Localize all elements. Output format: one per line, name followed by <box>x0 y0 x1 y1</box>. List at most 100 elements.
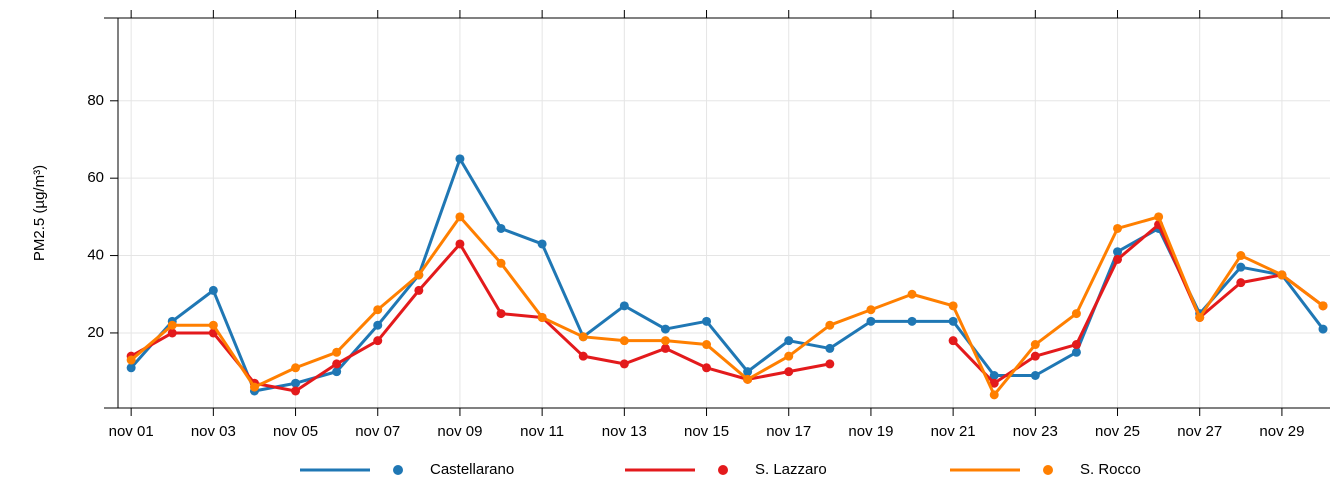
data-point <box>1030 351 1040 361</box>
data-point <box>578 332 588 342</box>
data-point <box>291 378 301 388</box>
data-point <box>1071 340 1081 350</box>
data-point <box>825 359 835 369</box>
data-point <box>578 351 588 361</box>
data-point <box>907 289 917 299</box>
data-point <box>660 343 670 353</box>
legend-label: S. Lazzaro <box>755 461 827 478</box>
data-point <box>455 154 465 164</box>
data-point <box>208 285 218 295</box>
data-point <box>1236 262 1246 272</box>
data-point <box>784 367 794 377</box>
x-tick-label: nov 29 <box>1259 423 1304 440</box>
data-point <box>702 363 712 373</box>
data-point <box>948 316 958 326</box>
x-tick-label: nov 07 <box>355 423 400 440</box>
data-point <box>1071 309 1081 319</box>
data-point <box>1318 324 1328 334</box>
x-tick-label: nov 03 <box>191 423 236 440</box>
data-point <box>1113 247 1123 257</box>
data-point <box>1236 278 1246 288</box>
data-point <box>414 270 424 280</box>
data-point <box>1071 347 1081 357</box>
data-point <box>332 367 342 377</box>
y-tick-label: 40 <box>87 247 104 264</box>
data-point <box>332 359 342 369</box>
data-point <box>537 312 547 322</box>
x-tick-label: nov 13 <box>602 423 647 440</box>
legend-item: Castellarano <box>300 461 514 478</box>
data-point <box>989 378 999 388</box>
data-point <box>537 239 547 249</box>
data-point <box>373 336 383 346</box>
data-point <box>126 355 136 365</box>
legend-item: S. Rocco <box>950 461 1141 478</box>
data-point <box>825 343 835 353</box>
y-tick-label: 20 <box>87 324 104 341</box>
data-point <box>825 320 835 330</box>
data-point <box>1236 251 1246 261</box>
data-point <box>414 285 424 295</box>
data-point <box>373 320 383 330</box>
data-point <box>496 223 506 233</box>
data-point <box>619 301 629 311</box>
x-tick-label: nov 23 <box>1013 423 1058 440</box>
data-point <box>784 351 794 361</box>
legend-item: S. Lazzaro <box>625 461 827 478</box>
y-axis-title: PM2.5 (µg/m³) <box>31 165 48 261</box>
data-point <box>619 336 629 346</box>
series-line <box>130 223 1324 393</box>
data-point <box>702 316 712 326</box>
data-point <box>1030 340 1040 350</box>
data-point <box>743 367 753 377</box>
data-point <box>332 347 342 357</box>
x-tick-label: nov 19 <box>848 423 893 440</box>
data-point <box>291 363 301 373</box>
data-point <box>1113 223 1123 233</box>
legend-marker <box>393 465 403 475</box>
series-line <box>130 157 1325 393</box>
data-point <box>455 239 465 249</box>
data-point <box>167 328 177 338</box>
legend-marker <box>718 465 728 475</box>
x-tick-label: nov 17 <box>766 423 811 440</box>
data-point <box>373 305 383 315</box>
x-tick-label: nov 27 <box>1177 423 1222 440</box>
data-point <box>743 374 753 384</box>
data-point <box>291 386 301 396</box>
x-tick-label: nov 05 <box>273 423 318 440</box>
x-tick-label: nov 01 <box>109 423 154 440</box>
data-point <box>496 258 506 268</box>
data-point <box>1277 270 1287 280</box>
data-point <box>989 390 999 400</box>
data-point <box>1318 301 1328 311</box>
data-point <box>126 363 136 373</box>
data-point <box>660 324 670 334</box>
y-tick-label: 60 <box>87 169 104 186</box>
data-point <box>1113 254 1123 264</box>
data-point <box>660 336 670 346</box>
data-point <box>208 320 218 330</box>
data-point <box>784 336 794 346</box>
data-point <box>455 212 465 222</box>
legend-label: S. Rocco <box>1080 461 1141 478</box>
data-point <box>907 316 917 326</box>
data-point <box>1195 312 1205 322</box>
data-point <box>989 371 999 380</box>
data-point <box>866 316 876 326</box>
legend-label: Castellarano <box>430 461 514 478</box>
x-tick-label: nov 11 <box>520 423 564 440</box>
data-point <box>1154 212 1164 222</box>
x-tick-label: nov 09 <box>437 423 482 440</box>
data-point <box>702 340 712 350</box>
data-point <box>249 382 259 392</box>
data-point <box>619 359 629 369</box>
x-tick-label: nov 21 <box>931 423 976 440</box>
x-tick-label: nov 25 <box>1095 423 1140 440</box>
data-point <box>948 301 958 311</box>
y-tick-label: 80 <box>87 92 104 109</box>
series-line <box>130 215 1324 397</box>
legend-marker <box>1043 465 1053 475</box>
data-point <box>866 305 876 315</box>
